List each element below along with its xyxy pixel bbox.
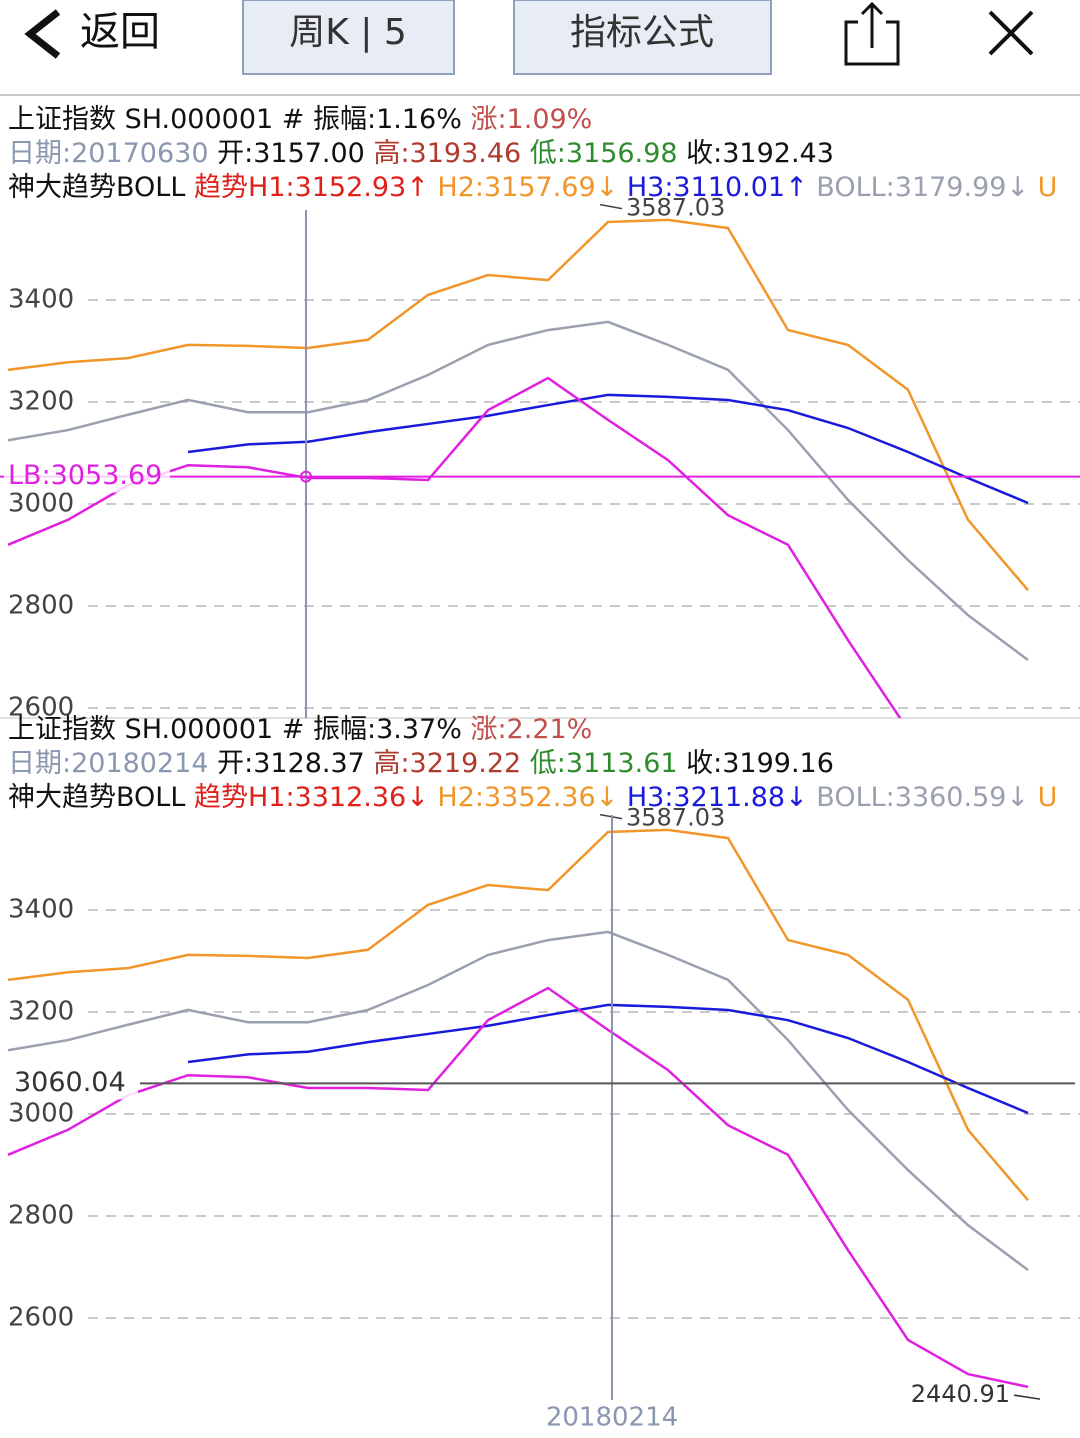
y-tick-label: 3200 xyxy=(8,997,74,1027)
info-item: 开:3128.37 xyxy=(209,748,365,779)
period-label[interactable]: 周K | 5 xyxy=(289,12,407,53)
info-line: 神大趋势BOLL 趋势H1:3312.36↓ H2:3352.36↓ H3:32… xyxy=(8,782,1057,813)
info-item: 神大趋势BOLL xyxy=(8,782,185,813)
info-item: 低:3113.61 xyxy=(521,748,677,779)
cursor-label: LB:3053.69 xyxy=(8,460,162,491)
info-item: H3:3110.01↑ xyxy=(618,172,807,203)
band-line xyxy=(7,376,902,718)
y-tick-label: 2600 xyxy=(8,693,74,723)
band-line xyxy=(7,930,1029,1272)
formula-label[interactable]: 指标公式 xyxy=(570,12,714,53)
cursor-label: 3060.04 xyxy=(14,1067,126,1098)
date-label: 20180214 xyxy=(546,1403,678,1433)
high-pointer xyxy=(599,203,623,210)
info-line: 上证指数 SH.000001 # 振幅:1.16% 涨:1.09% xyxy=(8,104,592,135)
info-item: 收:3199.16 xyxy=(678,748,834,779)
info-item: 神大趋势BOLL xyxy=(8,172,185,203)
info-item: 高:3219.22 xyxy=(365,748,521,779)
plot-area xyxy=(7,828,1029,1389)
y-tick-label: 3400 xyxy=(8,895,74,925)
info-item: H2:3352.36↓ xyxy=(429,782,618,813)
low-pointer xyxy=(1013,1394,1041,1400)
info-item: BOLL:3179.99↓ xyxy=(808,172,1029,203)
info-item: H2:3157.69↓ xyxy=(429,172,618,203)
info-item: 上证指数 SH.000001 xyxy=(8,104,273,135)
back-button[interactable]: 返回 xyxy=(80,9,160,55)
y-tick-label: 3000 xyxy=(8,1099,74,1129)
info-line: 神大趋势BOLL 趋势H1:3152.93↑ H2:3157.69↓ H3:31… xyxy=(8,172,1057,203)
info-item: 涨:1.09% xyxy=(462,104,592,135)
info-item: U xyxy=(1029,172,1057,203)
info-item: 趋势H1:3152.93↑ xyxy=(185,172,428,203)
cursor-label-bg xyxy=(4,460,170,493)
band-line xyxy=(7,828,1029,1202)
y-tick-label: 2800 xyxy=(8,1201,74,1231)
info-item: H3:3211.88↓ xyxy=(618,782,807,813)
info-item: 日期:20170630 xyxy=(8,138,209,169)
y-tick-label: 3400 xyxy=(8,285,74,315)
y-tick-label: 3200 xyxy=(8,387,74,417)
info-item: 开:3157.00 xyxy=(209,138,365,169)
period-button[interactable] xyxy=(242,0,455,75)
info-item: 趋势H1:3312.36↓ xyxy=(185,782,428,813)
y-tick-label: 2800 xyxy=(8,591,74,621)
info-item: 日期:20180214 xyxy=(8,748,209,779)
plot-area xyxy=(7,218,1029,718)
band-line xyxy=(187,393,1029,505)
high-label: 3587.03 xyxy=(626,194,725,222)
band-line xyxy=(7,320,1029,662)
info-item: U xyxy=(1029,782,1057,813)
cursor-dot xyxy=(300,470,312,483)
cursor-label-bg xyxy=(4,1067,138,1100)
low-label: 2440.91 xyxy=(911,1380,1010,1408)
high-label: 3587.03 xyxy=(626,804,725,832)
info-item: 低:3156.98 xyxy=(521,138,677,169)
band-line xyxy=(7,218,1029,592)
info-item: 高:3193.46 xyxy=(365,138,521,169)
band-line xyxy=(187,1003,1029,1115)
info-item: # 振幅:1.16% xyxy=(273,104,462,135)
close-icon[interactable] xyxy=(988,10,1034,56)
info-line: 日期:20180214 开:3128.37 高:3219.22 低:3113.6… xyxy=(8,748,834,779)
formula-button[interactable] xyxy=(513,0,772,75)
y-tick-label: 3000 xyxy=(8,489,74,519)
info-line: 日期:20170630 开:3157.00 高:3193.46 低:3156.9… xyxy=(8,138,834,169)
y-tick-label: 2600 xyxy=(8,1303,74,1333)
info-item: 上证指数 SH.000001 xyxy=(8,714,273,745)
info-item: 收:3192.43 xyxy=(678,138,834,169)
back-icon[interactable] xyxy=(24,9,61,59)
info-line: 上证指数 SH.000001 # 振幅:3.37% 涨:2.21% xyxy=(8,714,592,745)
band-line xyxy=(7,986,1029,1389)
info-item: 涨:2.21% xyxy=(462,714,592,745)
share-icon[interactable] xyxy=(844,1,900,66)
info-item: # 振幅:3.37% xyxy=(273,714,462,745)
info-item: BOLL:3360.59↓ xyxy=(808,782,1029,813)
